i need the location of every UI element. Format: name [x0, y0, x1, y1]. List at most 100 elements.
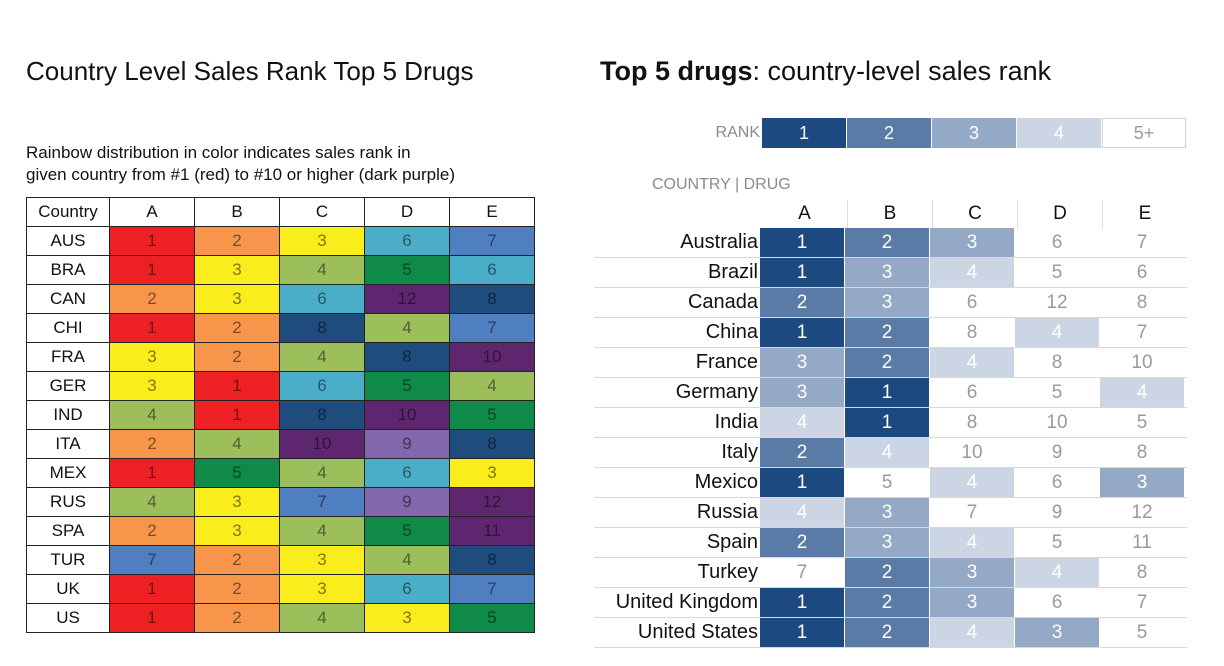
- right-rank-cell-france-b: 2: [845, 348, 929, 377]
- right-rank-cell-mexico-a: 1: [760, 468, 844, 497]
- left-subtitle-line-2: given country from #1 (red) to #10 or hi…: [26, 165, 455, 184]
- right-rank-cell-france-c: 4: [930, 348, 1014, 377]
- left-row-spa: SPA 2 3 4 5 11: [26, 516, 535, 546]
- right-title-rest: : country-level sales rank: [752, 56, 1052, 86]
- legend-swatch-3: 3: [932, 118, 1016, 148]
- left-rank-cell-fra-d: 8: [364, 342, 450, 372]
- left-rank-cell-aus-c: 3: [279, 226, 365, 256]
- right-country-label: India: [714, 411, 758, 433]
- right-rank-cell-united-kingdom-e: 7: [1100, 588, 1184, 617]
- right-rank-cell-united-states-d: 3: [1015, 618, 1099, 647]
- left-rank-cell-mex-d: 6: [364, 458, 450, 488]
- right-rank-cell-india-d: 10: [1015, 408, 1099, 437]
- right-rank-cell-france-e: 10: [1100, 348, 1184, 377]
- right-rank-cell-brazil-d: 5: [1015, 258, 1099, 287]
- right-rank-cell-china-b: 2: [845, 318, 929, 347]
- right-rank-cell-russia-d: 9: [1015, 498, 1099, 527]
- left-rank-cell-can-d: 12: [364, 284, 450, 314]
- right-rank-cell-italy-a: 2: [760, 438, 844, 467]
- right-country-label: Germany: [675, 381, 758, 403]
- left-rank-cell-uk-b: 2: [194, 574, 280, 604]
- left-country-label: UK: [26, 574, 110, 604]
- right-title-bold: Top 5 drugs: [600, 56, 753, 86]
- left-rank-cell-tur-e: 8: [449, 545, 535, 575]
- right-row-india: India 4 1 8 10 5: [594, 408, 1187, 438]
- right-rank-cell-brazil-b: 3: [845, 258, 929, 287]
- axis-title: COUNTRY | DRUG: [652, 176, 791, 193]
- right-rank-cell-united-states-e: 5: [1100, 618, 1184, 647]
- right-row-china: China 1 2 8 4 7: [594, 318, 1187, 348]
- left-rank-cell-bra-c: 4: [279, 255, 365, 285]
- left-chart-title: Country Level Sales Rank Top 5 Drugs: [26, 56, 474, 86]
- legend-swatch-2: 2: [847, 118, 931, 148]
- right-rank-cell-russia-c: 7: [930, 498, 1014, 527]
- right-rank-cell-india-e: 5: [1100, 408, 1184, 437]
- left-row-bra: BRA 1 3 4 5 6: [26, 255, 535, 285]
- left-rank-cell-ind-e: 5: [449, 400, 535, 430]
- right-row-canada: Canada 2 3 6 12 8: [594, 288, 1187, 318]
- left-header-drug-a: A: [109, 197, 195, 227]
- right-rank-cell-mexico-b: 5: [845, 468, 929, 497]
- right-rank-cell-france-a: 3: [760, 348, 844, 377]
- legend-swatch-5: 5+: [1102, 118, 1186, 148]
- left-rank-cell-ita-a: 2: [109, 429, 195, 459]
- left-rank-cell-spa-a: 2: [109, 516, 195, 546]
- left-rank-cell-aus-a: 1: [109, 226, 195, 256]
- right-rank-cell-china-e: 7: [1100, 318, 1184, 347]
- left-rank-cell-spa-d: 5: [364, 516, 450, 546]
- right-rank-cell-mexico-d: 6: [1015, 468, 1099, 497]
- left-rank-cell-us-d: 3: [364, 603, 450, 633]
- right-row-united-kingdom: United Kingdom 1 2 3 6 7: [594, 588, 1187, 618]
- right-rank-cell-brazil-e: 6: [1100, 258, 1184, 287]
- right-row-australia: Australia 1 2 3 6 7: [594, 228, 1187, 258]
- right-rank-cell-germany-b: 1: [845, 378, 929, 407]
- left-row-mex: MEX 1 5 4 6 3: [26, 458, 535, 488]
- right-rank-cell-spain-c: 4: [930, 528, 1014, 557]
- right-rank-cell-italy-d: 9: [1015, 438, 1099, 467]
- left-row-tur: TUR 7 2 3 4 8: [26, 545, 535, 575]
- right-rank-cell-united-states-a: 1: [760, 618, 844, 647]
- right-rank-cell-united-kingdom-c: 3: [930, 588, 1014, 617]
- right-rank-cell-turkey-e: 8: [1100, 558, 1184, 587]
- right-header-drug-a: A: [798, 203, 811, 224]
- right-row-spain: Spain 2 3 4 5 11: [594, 528, 1187, 558]
- left-rank-cell-ita-b: 4: [194, 429, 280, 459]
- right-country-label: Turkey: [697, 561, 758, 583]
- left-rank-cell-aus-b: 2: [194, 226, 280, 256]
- left-header-country: Country: [26, 197, 110, 227]
- right-rank-cell-united-kingdom-d: 6: [1015, 588, 1099, 617]
- right-rank-cell-australia-a: 1: [760, 228, 844, 257]
- right-row-united-states: United States 1 2 4 3 5: [594, 618, 1187, 648]
- left-rank-cell-chi-b: 2: [194, 313, 280, 343]
- right-rank-cell-spain-e: 11: [1100, 528, 1184, 557]
- left-header-drug-c: C: [279, 197, 365, 227]
- right-rank-cell-turkey-d: 4: [1015, 558, 1099, 587]
- left-rank-cell-chi-e: 7: [449, 313, 535, 343]
- right-chart-title: Top 5 drugs: country-level sales rank: [600, 56, 1051, 87]
- right-rank-cell-turkey-c: 3: [930, 558, 1014, 587]
- left-country-label: US: [26, 603, 110, 633]
- left-rank-cell-ger-c: 6: [279, 371, 365, 401]
- right-row-italy: Italy 2 4 10 9 8: [594, 438, 1187, 468]
- right-rank-cell-russia-b: 3: [845, 498, 929, 527]
- right-country-label: United Kingdom: [615, 591, 758, 613]
- left-rank-cell-uk-d: 6: [364, 574, 450, 604]
- right-header-drug-c: C: [932, 200, 1017, 228]
- left-rank-cell-us-c: 4: [279, 603, 365, 633]
- left-row-fra: FRA 3 2 4 8 10: [26, 342, 535, 372]
- right-rank-cell-canada-a: 2: [760, 288, 844, 317]
- left-rank-cell-spa-e: 11: [449, 516, 535, 546]
- right-rank-cell-germany-d: 5: [1015, 378, 1099, 407]
- left-rank-cell-ger-d: 5: [364, 371, 450, 401]
- left-rank-cell-mex-a: 1: [109, 458, 195, 488]
- right-rank-cell-india-b: 1: [845, 408, 929, 437]
- left-rank-cell-mex-b: 5: [194, 458, 280, 488]
- left-rank-cell-aus-d: 6: [364, 226, 450, 256]
- left-subtitle-line-1: Rainbow distribution in color indicates …: [26, 143, 411, 162]
- left-row-uk: UK 1 2 3 6 7: [26, 574, 535, 604]
- right-country-label: Spain: [706, 531, 758, 553]
- left-rank-cell-uk-e: 7: [449, 574, 535, 604]
- left-country-label: AUS: [26, 226, 110, 256]
- left-rank-cell-uk-c: 3: [279, 574, 365, 604]
- left-header-row: Country A B C D E: [26, 197, 535, 227]
